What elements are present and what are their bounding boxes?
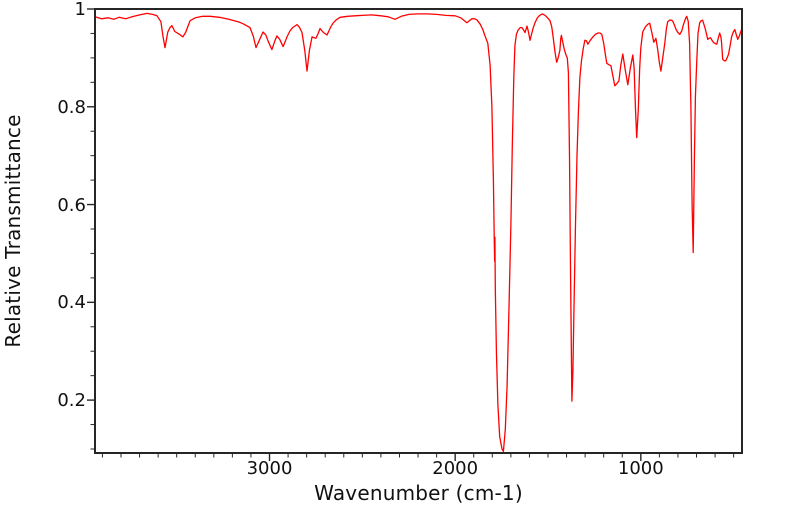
y-tick-label: 0.2 <box>57 390 86 412</box>
y-tick-label: 0.6 <box>57 194 86 216</box>
y-axis-title: Relative Transmittance <box>1 114 25 348</box>
x-tick-label: 1000 <box>617 458 664 479</box>
y-tick-label: 1 <box>74 0 86 20</box>
plot-frame <box>94 8 743 454</box>
y-tick-label: 0.4 <box>57 292 86 314</box>
spectrum-line <box>94 12 743 453</box>
x-axis-title: Wavenumber (cm-1) <box>314 481 523 505</box>
x-tick-label: 3000 <box>246 458 293 479</box>
x-tick-label: 2000 <box>432 458 479 479</box>
y-tick-label: 0.8 <box>57 96 86 118</box>
